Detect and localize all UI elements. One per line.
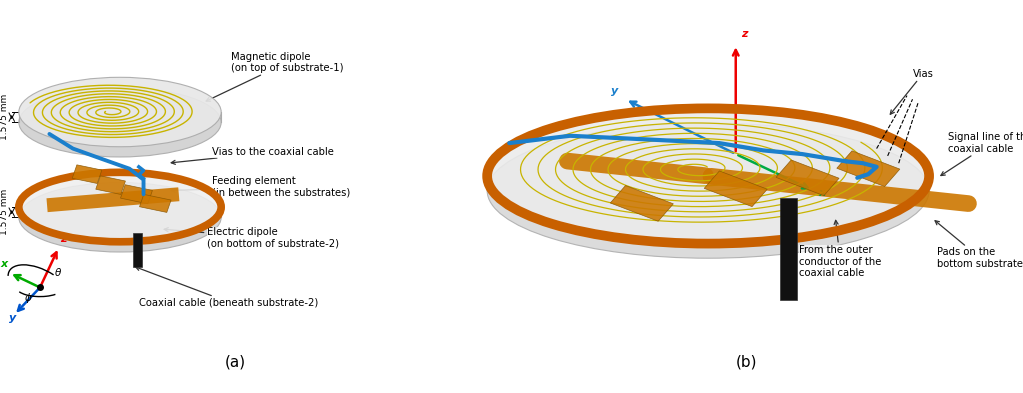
Text: ϕ: ϕ xyxy=(25,293,32,303)
FancyBboxPatch shape xyxy=(837,151,900,187)
Text: y: y xyxy=(9,314,16,323)
Ellipse shape xyxy=(18,88,221,157)
Text: Vias: Vias xyxy=(890,69,933,114)
Text: 1.575 mm: 1.575 mm xyxy=(0,189,9,235)
Text: θ: θ xyxy=(55,268,61,279)
Ellipse shape xyxy=(18,172,221,242)
Text: (b): (b) xyxy=(736,355,758,370)
Text: x: x xyxy=(0,259,7,269)
FancyBboxPatch shape xyxy=(704,171,767,207)
FancyBboxPatch shape xyxy=(73,165,102,184)
Text: (a): (a) xyxy=(225,355,246,370)
Text: Vias to the coaxial cable: Vias to the coaxial cable xyxy=(171,147,333,164)
Text: y: y xyxy=(612,86,619,96)
Ellipse shape xyxy=(487,123,929,258)
Text: Feeding element
(in between the substrates): Feeding element (in between the substrat… xyxy=(171,176,350,198)
Text: z: z xyxy=(742,29,748,39)
Text: From the outer
conductor of the
coaxial cable: From the outer conductor of the coaxial … xyxy=(799,220,882,279)
Text: 1.575 mm: 1.575 mm xyxy=(0,94,9,140)
Text: Pads on the
bottom substrate: Pads on the bottom substrate xyxy=(935,221,1023,269)
Text: x: x xyxy=(818,188,826,198)
Bar xyxy=(780,198,797,300)
FancyBboxPatch shape xyxy=(96,176,126,195)
Text: Signal line of the
coaxial cable: Signal line of the coaxial cable xyxy=(941,132,1023,176)
Ellipse shape xyxy=(487,108,929,244)
FancyBboxPatch shape xyxy=(121,185,152,204)
Text: z: z xyxy=(59,234,66,244)
Ellipse shape xyxy=(18,77,221,147)
FancyBboxPatch shape xyxy=(776,160,839,196)
FancyBboxPatch shape xyxy=(139,195,171,212)
Text: Magnetic dipole
(on top of substrate-1): Magnetic dipole (on top of substrate-1) xyxy=(206,52,343,101)
Text: Coaxial cable (beneath substrate-2): Coaxial cable (beneath substrate-2) xyxy=(136,266,318,307)
FancyBboxPatch shape xyxy=(611,185,673,221)
Ellipse shape xyxy=(18,183,221,252)
Bar xyxy=(133,233,142,267)
Text: Electric dipole
(on bottom of substrate-2): Electric dipole (on bottom of substrate-… xyxy=(164,227,339,249)
